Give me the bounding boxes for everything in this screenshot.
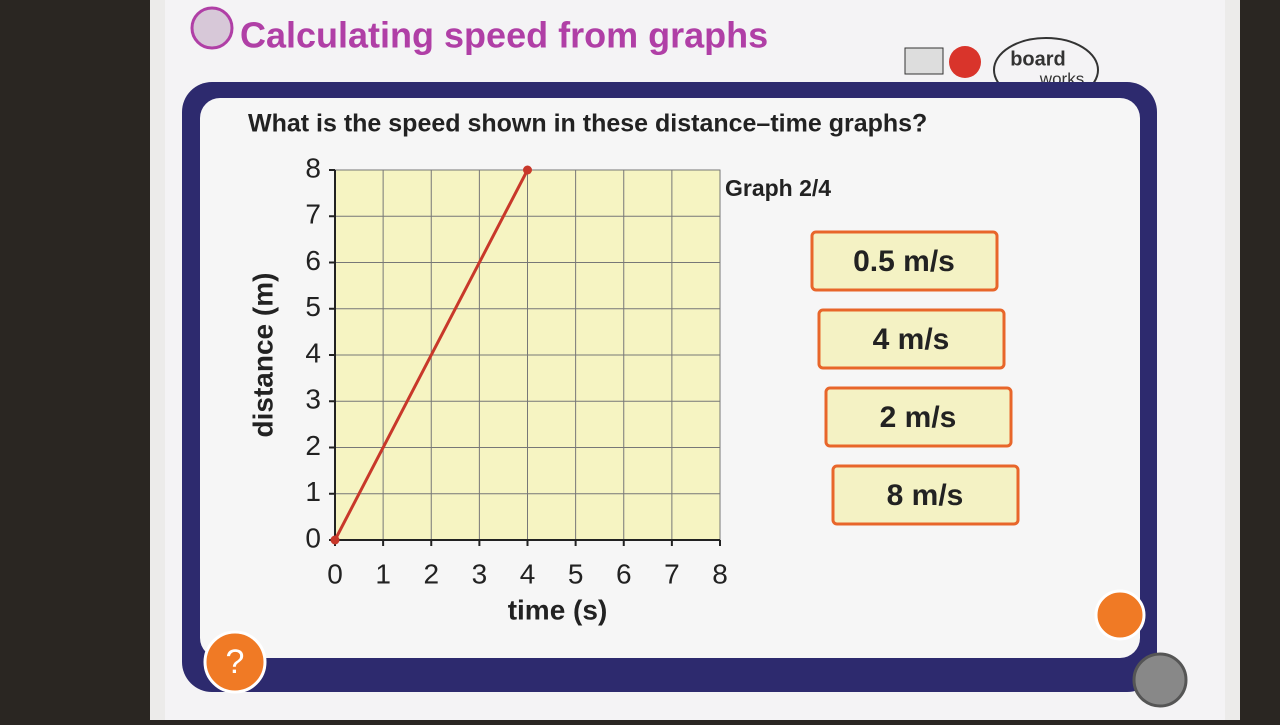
- title: Calculating speed from graphs: [240, 15, 768, 56]
- x-tick-label: 7: [664, 558, 680, 589]
- title-icon: [190, 6, 234, 50]
- x-tick-label: 3: [472, 558, 488, 589]
- answer-label[interactable]: 2 m/s: [880, 401, 957, 434]
- x-tick-label: 8: [712, 558, 728, 589]
- x-tick-label: 6: [616, 558, 632, 589]
- x-tick-label: 4: [520, 558, 536, 589]
- flash-icon: [949, 46, 981, 78]
- y-tick-label: 6: [305, 245, 321, 276]
- answer-button[interactable]: [824, 386, 1013, 448]
- answer-button[interactable]: [831, 464, 1020, 526]
- chart: 0 1 2 3 4 5 6 7 8 0 1 2 3 4 5 6 7 8 time (s) distance (m): [247, 152, 727, 625]
- answer-label[interactable]: 4 m/s: [873, 323, 950, 356]
- answers: 0.5 m/s 4 m/s 2 m/s 8 m/s: [810, 230, 1020, 526]
- help-label[interactable]: ?: [226, 643, 245, 681]
- question: What is the speed shown in these distanc…: [248, 110, 927, 138]
- data-line: [333, 169, 529, 541]
- answer-button[interactable]: [810, 230, 999, 292]
- logo-top: board: [1010, 48, 1066, 70]
- answer-button[interactable]: [817, 308, 1006, 370]
- data-point: [330, 535, 340, 545]
- y-tick-label: 4: [305, 337, 321, 368]
- answer-label[interactable]: 0.5 m/s: [853, 245, 955, 278]
- reset-button[interactable]: [1094, 589, 1146, 641]
- answer-label[interactable]: 8 m/s: [887, 479, 964, 512]
- book-icon: [904, 47, 944, 75]
- x-tick-label: 0: [327, 558, 343, 589]
- x-axis-label: time (s): [508, 594, 608, 625]
- graph-label: Graph 2/4: [725, 175, 831, 201]
- x-tick-label: 1: [375, 558, 391, 589]
- y-tick-label: 1: [305, 476, 321, 507]
- y-tick-label: 7: [305, 199, 321, 230]
- y-axis-label: distance (m): [247, 273, 278, 438]
- y-tick-label: 3: [305, 384, 321, 415]
- y-tick-label: 0: [305, 522, 321, 553]
- y-tick-label: 8: [305, 152, 321, 183]
- help-button[interactable]: [203, 630, 267, 694]
- y-tick-label: 5: [305, 291, 321, 322]
- y-tick-label: 2: [305, 430, 321, 461]
- x-tick-label: 2: [423, 558, 439, 589]
- data-point: [523, 165, 532, 175]
- next-button[interactable]: [1132, 652, 1188, 708]
- x-tick-label: 5: [568, 558, 584, 589]
